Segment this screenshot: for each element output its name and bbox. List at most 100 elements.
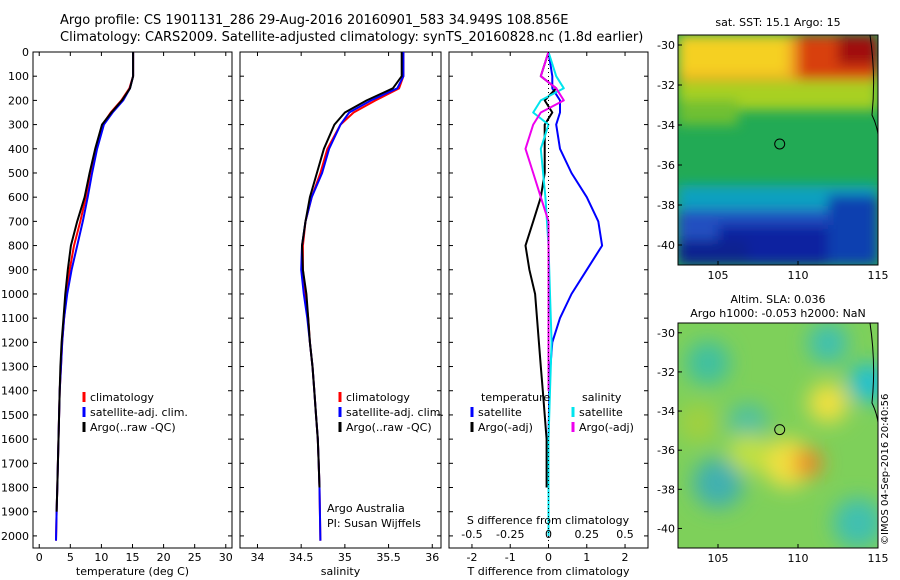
x-tick-label: 20 [157,551,171,564]
legend-title-salinity: salinity [582,391,622,404]
timestamp-label: ©IMOS 04-Sep-2016 20:40:56 [880,393,891,545]
sla-map-title-line-2: Argo h1000: -0.053 h2000: NaN [690,307,866,320]
panel-frame-temperature [32,51,233,549]
legend-title-temperature: temperature [481,391,550,404]
top-x-tick-label: 0.5 [616,528,634,541]
y-tick-label: 300 [8,119,29,132]
field-patch [686,341,730,385]
series-line-temperature-satellite [547,51,604,536]
top-x-tick-label: -0.25 [496,528,524,541]
series-line-salinity-satellite [532,51,565,536]
legend-label: climatology [346,391,410,404]
panel-frame-salinity [239,51,442,549]
map-frame [677,34,879,266]
x-tick-label: 34.5 [289,551,314,564]
field-patch [794,449,822,477]
x-tick-label: 15 [126,551,140,564]
field-patch [678,35,788,75]
legend-label: satellite [579,406,623,419]
y-tick-label: 1700 [1,457,29,470]
y-tick-label: 1800 [1,482,29,495]
x-tick-label: 110 [788,269,809,282]
top-x-axis-label: S difference from climatology [467,514,630,527]
sst-map-title: sat. SST: 15.1 Argo: 15 [715,16,840,29]
x-tick-label: 2 [622,551,629,564]
y-tick-label: 2000 [1,530,29,543]
series-line-satellite-adj-clim- [300,52,405,541]
series-line-salinity-argo-adj- [524,51,565,391]
x-tick-label: 105 [708,552,729,565]
field-patch [838,35,878,65]
y-tick-label: 1000 [1,288,29,301]
y-tick-label: 1500 [1,409,29,422]
series-line-argo-raw-qc- [55,52,135,512]
field-patch [828,195,878,265]
x-tick-label: 35 [338,551,352,564]
x-tick-label: 35.5 [376,551,401,564]
x-tick-label: 0 [545,551,552,564]
map-sst-map: 105 110 115 -30 -32 -34 -36 -38 -40 [657,34,889,282]
profile-panel-salinity: 34 34.5 35 35.5 36 salinity climatology satelli… [239,51,444,578]
y-tick-label: 800 [8,240,29,253]
x-tick-label: 1 [583,551,590,564]
field-color-patches [678,323,878,548]
y-tick-label: 1900 [1,506,29,519]
field-patch [808,383,848,423]
argo-position-marker [774,138,786,150]
y-tick-label: -34 [657,119,675,132]
x-axis-label: T difference from climatology [467,565,630,578]
y-tick-label: 100 [8,70,29,83]
y-tick-label: 1400 [1,385,29,398]
header-line-2: Climatology: CARS2009. Satellite-adjuste… [60,30,644,45]
sla-map-title-line-1: Altim. SLA: 0.036 [730,293,825,306]
field-patch [763,438,813,488]
series-line-temperature-argo-adj- [524,51,558,488]
y-tick-label: -30 [657,327,675,340]
legend-label: satellite [478,406,522,419]
legend-label: Argo(..raw -QC) [346,421,432,434]
plots-layer: 0100200300400500600700800900100011001200… [1,46,649,578]
coastline [869,35,878,165]
x-axis-label: temperature (deg C) [76,565,189,578]
x-tick-label: -2 [466,551,477,564]
y-tick-label: 500 [8,167,29,180]
y-tick-label: 700 [8,215,29,228]
series-line-satellite-adj-clim- [55,52,135,541]
annotation-line: PI: Susan Wijffels [327,517,421,530]
top-x-tick-label: -0.5 [461,528,482,541]
y-tick-label: -30 [657,39,675,52]
field-patch [808,323,848,363]
annotation-line: Argo Australia [327,502,405,515]
y-tick-label: -38 [657,199,675,212]
y-tick-label: 900 [8,264,29,277]
y-tick-label: 1200 [1,336,29,349]
series-line-argo-raw-qc- [301,52,403,488]
x-tick-label: 25 [188,551,202,564]
field-patch [693,458,743,508]
y-tick-label: -32 [657,79,675,92]
field-patch [678,100,738,125]
top-x-tick-label: 0 [545,528,552,541]
x-tick-label: 34 [250,551,264,564]
x-axis-label: salinity [321,565,361,578]
y-tick-label: 0 [22,46,29,59]
legend-label: Argo(-adj) [478,421,533,434]
field-color-patches [678,35,878,265]
field-patch [678,240,748,265]
y-tick-label: 600 [8,191,29,204]
top-x-tick-label: 0.25 [575,528,600,541]
x-tick-label: 10 [94,551,108,564]
y-tick-label: -36 [657,444,675,457]
map-field-sst-map [678,35,878,265]
legend-label: satellite-adj. clim. [346,406,444,419]
field-patch [848,363,878,403]
field-patch [728,433,768,473]
y-tick-label: 400 [8,143,29,156]
legend-label: Argo(-adj) [579,421,634,434]
coastline [869,323,878,453]
y-tick-label: -34 [657,405,675,418]
x-tick-label: 115 [868,552,889,565]
legend-label: Argo(..raw -QC) [90,421,176,434]
map-sla-map: 105 110 115 -30 -32 -34 -36 -38 -40 [657,322,889,565]
